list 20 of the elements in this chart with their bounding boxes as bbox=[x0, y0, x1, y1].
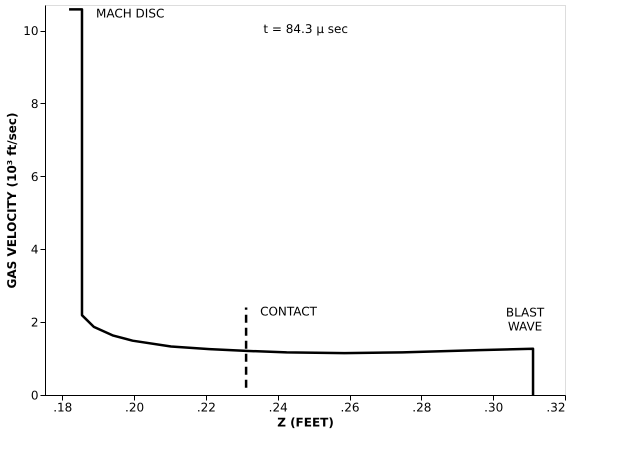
x-tick-label: .28 bbox=[412, 400, 432, 414]
y-tick-label: 10 bbox=[23, 24, 38, 38]
annotation: BLAST WAVE bbox=[506, 306, 545, 334]
x-tick-label: .22 bbox=[196, 400, 216, 414]
y-tick-label: 4 bbox=[30, 242, 38, 257]
y-tick-label: 6 bbox=[30, 170, 38, 184]
x-tick-label: .18 bbox=[53, 400, 72, 414]
x-tick-label: .20 bbox=[125, 400, 144, 414]
y-axis-title: GAS VELOCITY (10³ ft/sec) bbox=[5, 112, 20, 289]
y-tick-label: 2 bbox=[30, 316, 38, 330]
annotation: CONTACT bbox=[260, 304, 318, 319]
annotation: MACH DISC bbox=[96, 6, 164, 20]
x-tick-label: .30 bbox=[484, 400, 504, 414]
x-tick-label: .26 bbox=[340, 400, 360, 414]
annotation: t = 84.3 μ sec bbox=[263, 22, 348, 36]
x-tick-label: .32 bbox=[546, 400, 566, 414]
y-tick-label: 8 bbox=[30, 96, 38, 111]
x-axis-title: Z (FEET) bbox=[277, 416, 334, 430]
y-tick-label: 0 bbox=[30, 388, 38, 402]
x-tick-label: .24 bbox=[268, 400, 288, 414]
